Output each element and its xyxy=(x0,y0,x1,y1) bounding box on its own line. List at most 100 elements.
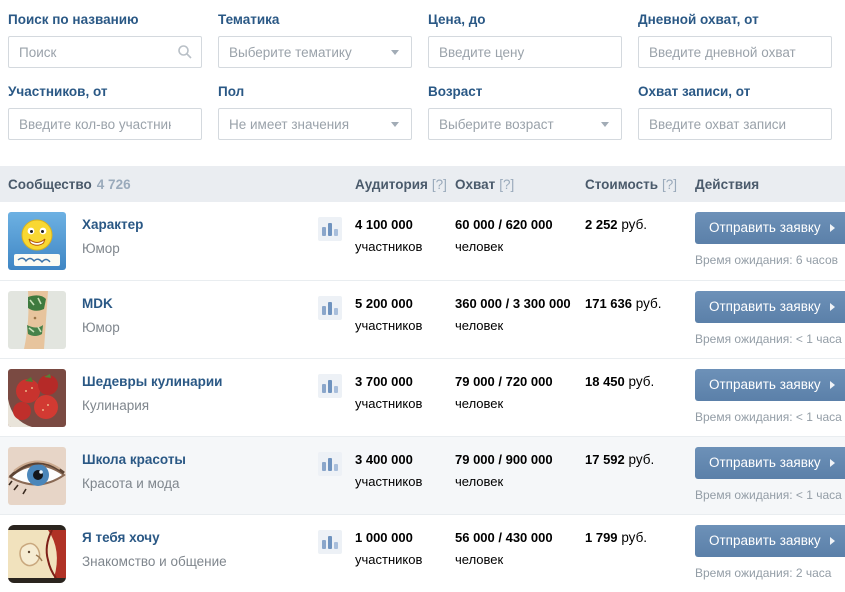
community-category: Знакомство и общение xyxy=(82,554,227,569)
filter-label: Пол xyxy=(218,84,245,99)
arrow-right-icon xyxy=(829,380,835,389)
actions-cell: Отправить заявку Время ожидания: 6 часов xyxy=(695,212,845,270)
filter-topic: Тематика Выберите тематику xyxy=(218,12,428,68)
filter-gender: Пол Не имеет значения xyxy=(218,84,428,140)
filter-label: Тематика xyxy=(218,12,280,27)
actions-cell: Отправить заявку Время ожидания: < 1 час… xyxy=(695,291,845,348)
reach-cell: 79 000 / 720 000 человек xyxy=(455,374,553,411)
arrow-right-icon xyxy=(829,536,835,545)
bar-chart-icon[interactable] xyxy=(318,530,342,554)
audience-cell: 4 100 000 участников xyxy=(355,217,423,254)
actions-cell: Отправить заявку Время ожидания: < 1 час… xyxy=(695,369,845,426)
community-name-link[interactable]: Школа красоты xyxy=(82,452,186,467)
bar-chart-icon[interactable] xyxy=(318,217,342,241)
price-cell: 18 450 руб. xyxy=(585,374,655,389)
arrow-right-icon xyxy=(829,302,835,311)
community-avatar[interactable] xyxy=(8,369,66,427)
table-row: Школа красоты Красота и мода 3 400 000 у… xyxy=(0,436,845,514)
community-avatar[interactable] xyxy=(8,212,66,270)
column-header-community: Сообщество 4 726 xyxy=(8,177,355,192)
filters-panel: Поиск по названию Тематика Выберите тема… xyxy=(0,0,845,156)
topic-select[interactable]: Выберите тематику xyxy=(218,36,412,68)
reach-cell: 79 000 / 900 000 человек xyxy=(455,452,553,489)
reach-cell: 360 000 / 3 300 000 человек xyxy=(455,296,571,333)
audience-cell: 5 200 000 участников xyxy=(355,296,423,333)
community-category: Юмор xyxy=(82,320,120,335)
age-select[interactable]: Выберите возраст xyxy=(428,108,622,140)
filter-members-from: Участников, от xyxy=(8,84,218,140)
price-to-input[interactable] xyxy=(429,37,621,67)
community-avatar[interactable] xyxy=(8,291,66,349)
community-label: Сообщество xyxy=(8,176,92,192)
reach-cell: 56 000 / 430 000 человек xyxy=(455,530,553,567)
community-avatar[interactable] xyxy=(8,447,66,505)
gender-select[interactable]: Не имеет значения xyxy=(218,108,412,140)
filter-price-to: Цена, до xyxy=(428,12,638,68)
community-name-link[interactable]: MDK xyxy=(82,296,113,311)
bar-chart-icon[interactable] xyxy=(318,452,342,476)
topic-select-value: Выберите тематику xyxy=(229,44,352,60)
filter-label: Дневной охват, от xyxy=(638,12,759,27)
post-reach-input[interactable] xyxy=(639,109,831,139)
filter-label: Возраст xyxy=(428,84,483,99)
price-cell: 1 799 руб. xyxy=(585,530,648,545)
help-icon[interactable]: [?] xyxy=(431,176,447,192)
daily-reach-input[interactable] xyxy=(639,37,831,67)
gender-select-value: Не имеет значения xyxy=(229,116,350,132)
bar-chart-icon[interactable] xyxy=(318,296,342,320)
members-from-input[interactable] xyxy=(9,109,201,139)
filter-label: Охват записи, от xyxy=(638,84,751,99)
wait-time-label: Время ожидания: 6 часов xyxy=(695,253,838,267)
column-header-reach: Охват [?] xyxy=(455,176,515,192)
wait-time-label: Время ожидания: < 1 часа xyxy=(695,332,842,346)
filter-label: Поиск по названию xyxy=(8,12,139,27)
wait-time-label: Время ожидания: < 1 часа xyxy=(695,410,842,424)
price-cell: 171 636 руб. xyxy=(585,296,662,311)
send-request-button[interactable]: Отправить заявку xyxy=(695,212,845,244)
community-count: 4 726 xyxy=(96,176,131,192)
filter-age: Возраст Выберите возраст xyxy=(428,84,638,140)
table-row: Характер Юмор 4 100 000 участников 60 00… xyxy=(0,202,845,280)
price-cell: 17 592 руб. xyxy=(585,452,655,467)
table-row: Я тебя хочу Знакомство и общение 1 000 0… xyxy=(0,514,845,592)
chevron-down-icon xyxy=(391,122,399,127)
audience-cell: 3 400 000 участников xyxy=(355,452,423,489)
actions-cell: Отправить заявку Время ожидания: < 1 час… xyxy=(695,447,845,504)
table-row: MDK Юмор 5 200 000 участников 360 000 / … xyxy=(0,280,845,358)
age-select-value: Выберите возраст xyxy=(439,116,554,132)
filter-label: Участников, от xyxy=(8,84,108,99)
actions-cell: Отправить заявку Время ожидания: 2 часа xyxy=(695,525,845,582)
community-category: Кулинария xyxy=(82,398,150,413)
column-header-price: Стоимость [?] xyxy=(585,176,678,192)
audience-cell: 3 700 000 участников xyxy=(355,374,423,411)
audience-cell: 1 000 000 участников xyxy=(355,530,423,567)
table-row: Шедевры кулинарии Кулинария 3 700 000 уч… xyxy=(0,358,845,436)
community-name-link[interactable]: Характер xyxy=(82,217,144,232)
filter-post-reach-from: Охват записи, от xyxy=(638,84,837,140)
wait-time-label: Время ожидания: 2 часа xyxy=(695,566,832,580)
community-avatar[interactable] xyxy=(8,525,66,583)
wait-time-label: Время ожидания: < 1 часа xyxy=(695,488,842,502)
filter-search-by-name: Поиск по названию xyxy=(8,12,218,68)
chevron-down-icon xyxy=(601,122,609,127)
chevron-down-icon xyxy=(391,50,399,55)
community-name-link[interactable]: Шедевры кулинарии xyxy=(82,374,223,389)
search-input[interactable] xyxy=(9,37,201,67)
arrow-right-icon xyxy=(829,458,835,467)
help-icon[interactable]: [?] xyxy=(662,176,678,192)
arrow-right-icon xyxy=(829,223,835,232)
filter-label: Цена, до xyxy=(428,12,486,27)
community-category: Красота и мода xyxy=(82,476,180,491)
bar-chart-icon[interactable] xyxy=(318,374,342,398)
send-request-button[interactable]: Отправить заявку xyxy=(695,291,845,323)
help-icon[interactable]: [?] xyxy=(499,176,515,192)
send-request-button[interactable]: Отправить заявку xyxy=(695,525,845,557)
community-category: Юмор xyxy=(82,241,120,256)
price-cell: 2 252 руб. xyxy=(585,217,648,232)
table-header: Сообщество 4 726 Аудитория [?] Охват [?] С… xyxy=(0,166,845,202)
send-request-button[interactable]: Отправить заявку xyxy=(695,369,845,401)
filter-daily-reach-from: Дневной охват, от xyxy=(638,12,837,68)
send-request-button[interactable]: Отправить заявку xyxy=(695,447,845,479)
community-name-link[interactable]: Я тебя хочу xyxy=(82,530,160,545)
search-icon xyxy=(177,44,193,63)
